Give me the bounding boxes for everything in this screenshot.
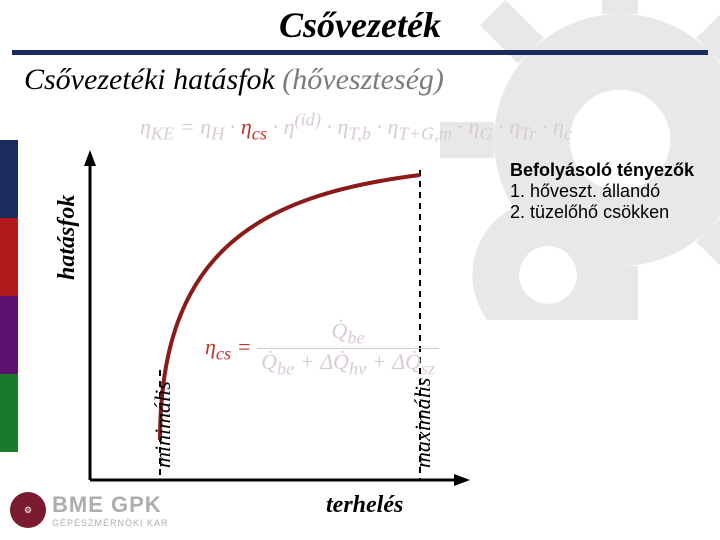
logo: ⚙ BME GPK GÉPÉSZMÉRNÖKI KAR [10, 492, 169, 528]
y-axis-label: hatásfok [54, 195, 81, 280]
x-axis-label: terhelés [326, 492, 403, 519]
info-item-1: 1. hőveszt. állandó [510, 181, 694, 202]
subhead-suffix: (hőveszteség) [282, 63, 444, 96]
logo-text-main: BME GPK [52, 492, 169, 518]
info-item-2: 2. tüzelőhő csökken [510, 202, 694, 223]
left-bar-2 [0, 218, 18, 296]
subheading: Csővezetéki hatásfok (hőveszteség) [0, 55, 720, 97]
max-label: maximális [410, 378, 436, 468]
min-label: minimális [150, 381, 176, 468]
info-title: Befolyásoló tényezők [510, 160, 694, 181]
slide-title: Csővezeték [0, 0, 720, 46]
left-bar-3 [0, 296, 18, 374]
equation-2: ηcs = Q̇be Q̇be + ΔQ̇hv + ΔQ̇sz [205, 318, 439, 380]
left-bar-4 [0, 374, 18, 452]
left-bar-1 [0, 140, 18, 218]
logo-seal: ⚙ [10, 492, 46, 528]
info-box: Befolyásoló tényezők 1. hőveszt. állandó… [510, 160, 694, 223]
subhead-prefix: Csővezetéki hatásfok [24, 63, 282, 96]
logo-text-sub: GÉPÉSZMÉRNÖKI KAR [52, 518, 169, 528]
